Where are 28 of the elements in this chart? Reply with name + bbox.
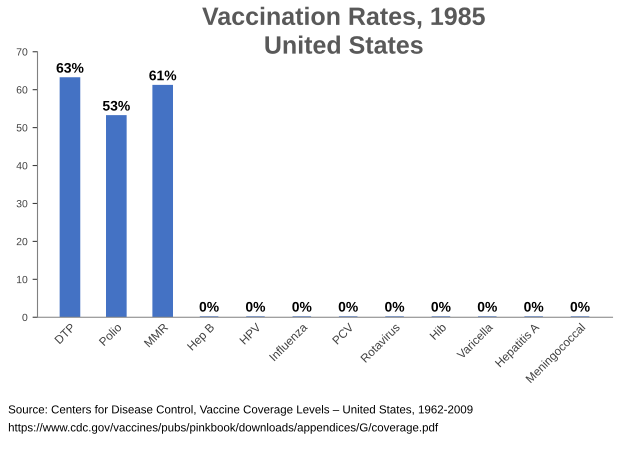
y-tick-label: 30 xyxy=(16,200,28,208)
y-tick-label: 60 xyxy=(16,86,28,94)
data-label: 0% xyxy=(292,302,312,312)
data-label: 0% xyxy=(338,302,358,312)
data-label: 0% xyxy=(478,302,497,312)
bar xyxy=(152,84,174,318)
data-label: 61% xyxy=(149,70,176,80)
x-tick-label: Hib xyxy=(429,322,447,340)
bar xyxy=(60,77,80,318)
data-label: 0% xyxy=(200,302,219,312)
y-tick-label: 40 xyxy=(16,162,28,170)
data-label: 0% xyxy=(524,302,544,312)
x-tick-label: Hep B xyxy=(186,322,216,352)
chart-title: Vaccination Rates, 1985 United States xyxy=(202,6,485,54)
text: https://www.cdc.gov/vaccines/pubs/pinkbook/downloads/appendices/G/coverage.pdf xyxy=(8,423,438,434)
y-tick-label: 70 xyxy=(16,48,28,56)
bar xyxy=(106,115,127,318)
data-label: 0% xyxy=(385,302,404,312)
data-label: 53% xyxy=(102,100,130,111)
data-label: 0% xyxy=(246,302,266,312)
data-label: 0% xyxy=(570,302,590,312)
y-tick-label: 10 xyxy=(16,276,28,284)
y-tick-label: 50 xyxy=(16,124,28,132)
y-tick-label: 0 xyxy=(22,314,28,322)
data-label: 63% xyxy=(56,62,84,73)
y-tick-label: 20 xyxy=(16,238,28,246)
source-note: Source: Centers for Disease Control, Vaccine Coverage Levels – United States, 1962-2009 xyxy=(8,405,473,416)
data-label: 0% xyxy=(431,302,451,312)
